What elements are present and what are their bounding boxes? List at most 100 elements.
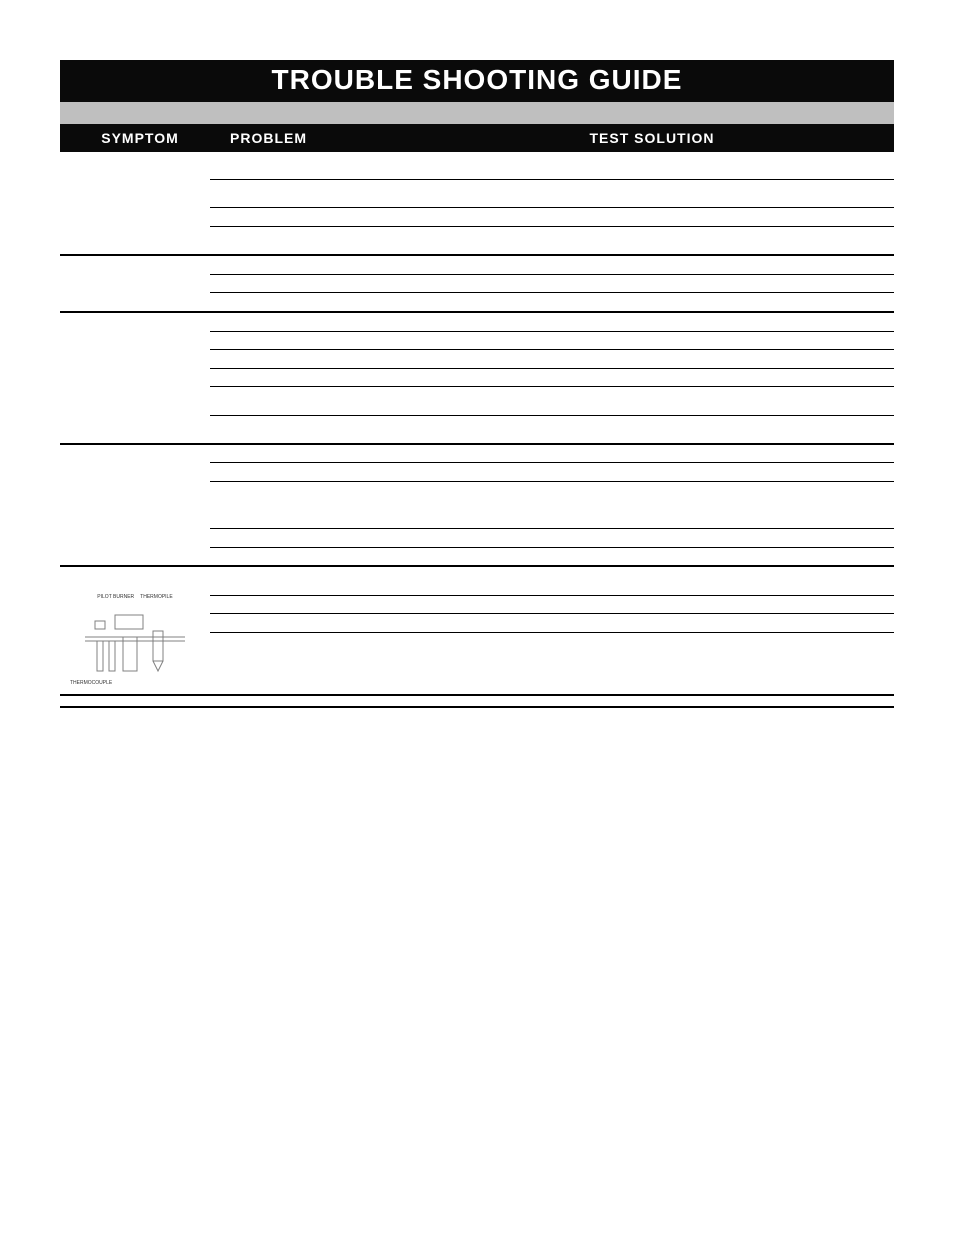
col-symptom-header: SYMPTOM [60,130,210,146]
section-rows: Thermopile: pilot flame may be too low o… [210,567,894,694]
solution-cell: Adjust key valve pilot gas screw. [610,633,894,670]
symptom-cell: Pilot will not light. [60,256,210,311]
solution-cell: Replace with correct switch. [610,445,894,463]
symptom-cell: Frequent pilot outage problem. PILOT BUR… [60,567,210,694]
test-cell: Check continuity of wire. [390,208,610,226]
table-row: Improper pilot gas adjustment — pilot ou… [210,387,894,415]
test-cell: Check gas flow to pilot. [390,275,610,293]
problem-cell: Defective thermopile. [210,416,390,443]
test-cell: Check with millivolt meter; if reading i… [390,416,610,443]
problem-cell: Defective valve. [210,275,390,293]
solution-cell: Tighten connection. [610,350,894,368]
table-row: Thermopile: pilot flame may be too low o… [210,567,894,595]
footer-rule [60,706,894,708]
table-row: Defective valve. Check gas flow for pilo… [210,227,894,254]
table-row: No gas flowing. Check supply — open all … [210,256,894,275]
problem-cell: Loose wire connection to remote switch. [210,463,390,481]
solution-cell: Replace thermopile. [610,596,894,614]
test-cell: Conduct standard millivolt test. [390,313,610,331]
test-cell: Adjust pilot rate to obtain proper flame… [390,633,610,670]
sub-bar [60,102,894,124]
problem-cell: Improper thermopile gas adjustment — pil… [210,633,390,670]
section-4: Remote switch is ON, pilot is burning, m… [60,445,894,568]
problem-cell: Defective valve. [210,332,390,350]
table-row: Thermopile may not be generating suffici… [210,482,894,529]
solution-cell: If no gas, replace valve. [610,275,894,293]
solution-cell: Adjust gas pressure. [610,369,894,387]
solution-cell: Adjust pilot flame. [610,567,894,594]
test-cell: Look for blockage — remove orifice. [390,529,610,547]
table-row: Improper gas inlet pressure. Check with … [210,369,894,388]
test-cell: Check with gas company. [390,369,610,387]
test-cell [390,567,610,594]
section-2: Pilot will not light. No gas flowing. Ch… [60,256,894,313]
table-row: Faulty lead connection. Check for proper… [210,350,894,369]
symptom-cell: Remote switch is ON, pilot is burning, m… [60,445,210,566]
section-3: Pilot will not stay lit after depressing… [60,313,894,445]
table-row: Defective valve. Conduct standard milliv… [210,332,894,351]
solution-cell: Replace faulty thermopile if reading is … [610,482,894,528]
section-1: Spark ignitor will not light pilot after… [60,152,894,256]
problem-cell: Improper gas inlet pressure. [210,369,390,387]
problem-cell: Defective ignitor — no spark at electrod… [210,180,390,207]
test-cell: Check gas flow for pilot gas. [390,227,610,254]
problem-cell: Defective thermopile. [210,596,390,614]
problem-cell: Faulty lead connection. [210,350,390,368]
test-cell: Conduct standard millivolt test. [390,596,610,614]
solution-cell: Replace defective valve. [610,332,894,350]
test-cell: Check switch and wire continuity. [390,445,610,463]
page-title: TROUBLE SHOOTING GUIDE [272,64,683,95]
diagram-label-thermopile: THERMOPILE [140,595,173,601]
solution-cell: If pilot gas flow, check pilot for block… [610,227,894,254]
test-cell: Check thermopile with millivolt meter; t… [390,482,610,528]
problem-cell: Plugged burner orifice. [210,529,390,547]
problem-cell: Defective or mis-aligned electrode at pi… [210,152,390,179]
diagram-label-thermocouple: THERMOCOUPLE [66,681,204,687]
table-row: Defective, mis-aligned, or dirty thermoc… [210,313,894,332]
problem-cell: Defective or incorrect ON/OFF remote swi… [210,445,390,463]
table-row: Faulty lead connection. Check for proper… [210,614,894,633]
section-rows: Defective or incorrect ON/OFF remote swi… [210,445,894,566]
problem-cell: Defective, mis-aligned, or dirty thermoc… [210,313,390,331]
solution-cell: Clean with compressed air or replace. [610,293,894,311]
solution-cell: If spark at electrode, check pilot — cle… [610,180,894,207]
problem-cell: Defective valve. [210,227,390,254]
problem-cell: Broken wire. [210,208,390,226]
test-cell: Check for proper installation. [390,614,610,632]
table-row: Improper thermopile gas adjustment — pil… [210,633,894,670]
title-bar: TROUBLE SHOOTING GUIDE [60,60,894,102]
col-problem-header: PROBLEM [210,130,410,146]
solution-cell: Secure or replace wire(s). [610,463,894,481]
solution-cell: Replace faulty thermopile. [610,416,894,443]
symptom-cell: Pilot will not stay lit after depressing… [60,313,210,443]
column-headers: SYMPTOM PROBLEM TEST SOLUTION [60,124,894,152]
table-row: Defective or mis-aligned electrode at pi… [210,152,894,180]
problem-cell: Thermopile may not be generating suffici… [210,482,390,528]
table-row: Plugged pilot orifice. Clean orifice. Cl… [210,293,894,311]
thermopile-diagram: PILOT BURNER THERMOPILE [66,595,204,686]
diagram-label-pilot: PILOT BURNER [97,595,134,601]
test-cell: Check supply — open all valves. [390,256,610,274]
test-cell: Check connection — push button and check… [390,152,610,179]
solution-cell: Secure connection. [610,614,894,632]
table-row: Defective ignitor — no spark at electrod… [210,180,894,208]
problem-cell: Improper pilot gas adjustment — pilot ou… [210,387,390,414]
section-5: Frequent pilot outage problem. PILOT BUR… [60,567,894,696]
table-row: Defective automatic valve operator. Cond… [210,548,894,566]
solution-cell: Reposition — clean and test; replace if … [610,313,894,331]
problem-cell: No gas flowing. [210,256,390,274]
solution-cell: Replace wire. [610,208,894,226]
problem-cell: Defective automatic valve operator. [210,548,390,566]
table-row: Defective thermopile. Conduct standard m… [210,596,894,615]
table-row: Plugged burner orifice. Look for blockag… [210,529,894,548]
table-row: Broken wire. Check continuity of wire. R… [210,208,894,227]
symptom-text: Frequent pilot outage problem. [66,575,175,584]
test-cell: Clean orifice. [390,293,610,311]
test-cell: Check wire ends and continuity end-to-en… [390,463,610,481]
problem-cell: Thermopile: pilot flame may be too low o… [210,567,390,594]
thermopile-icon [75,601,195,681]
section-rows: No gas flowing. Check supply — open all … [210,256,894,311]
test-cell: Adjust pilot rate to obtain proper flame… [390,387,610,414]
test-cell: Conduct standard millivolt test. [390,332,610,350]
symptom-cell: Spark ignitor will not light pilot after… [60,152,210,254]
